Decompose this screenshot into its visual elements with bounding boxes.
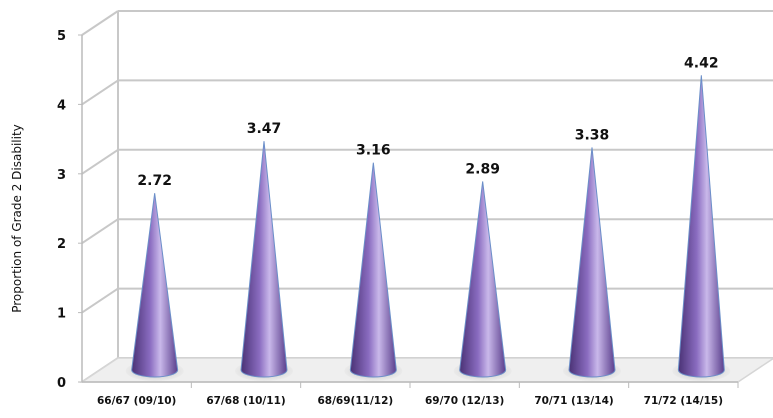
x-tick-label: 71/72 (14/15) xyxy=(644,395,723,407)
y-tick-label: 1 xyxy=(57,307,66,322)
cones xyxy=(125,75,731,381)
y-tick-label: 0 xyxy=(57,376,66,391)
labels: 2.72 66/67 (09/10) 3.47 67/68 (10/11) 3.16 68… xyxy=(97,55,723,407)
x-tick-label: 67/68 (10/11) xyxy=(206,395,285,407)
cone-bar xyxy=(459,181,507,378)
gridline-depth xyxy=(81,79,119,106)
y-tick-label: 4 xyxy=(57,98,66,113)
value-label: 3.16 xyxy=(356,143,391,159)
value-label: 3.38 xyxy=(575,127,610,143)
cone-bar xyxy=(131,193,179,378)
x-tick-label: 69/70 (12/13) xyxy=(425,395,504,407)
y-tick-label: 2 xyxy=(57,237,66,252)
y-axis-title: Proportion of Grade 2 Disability xyxy=(10,124,24,313)
gridline-depth xyxy=(81,148,119,175)
value-label: 2.89 xyxy=(465,161,500,177)
cone-bar xyxy=(568,147,616,378)
y-tick-label: 3 xyxy=(57,168,66,183)
x-tick-label: 70/71 (13/14) xyxy=(534,395,613,407)
chart-floor xyxy=(79,357,773,383)
x-tick-label: 68/69(11/12) xyxy=(317,395,393,407)
cone-bar xyxy=(677,75,725,378)
x-tick-label: 66/67 (09/10) xyxy=(97,395,176,407)
gridline-depth xyxy=(81,287,119,314)
gridline-depth xyxy=(81,10,119,36)
grid xyxy=(79,10,773,383)
cone-bar xyxy=(349,162,397,378)
value-label: 3.47 xyxy=(247,121,282,137)
cone-bar xyxy=(240,141,288,378)
value-label: 2.72 xyxy=(137,173,172,189)
y-tick-label: 5 xyxy=(57,29,66,44)
value-label: 4.42 xyxy=(684,55,719,71)
axes: 0 1 2 3 4 5 Proportion of Grade 2 Disability xyxy=(10,29,739,391)
gridline-depth xyxy=(81,218,119,245)
